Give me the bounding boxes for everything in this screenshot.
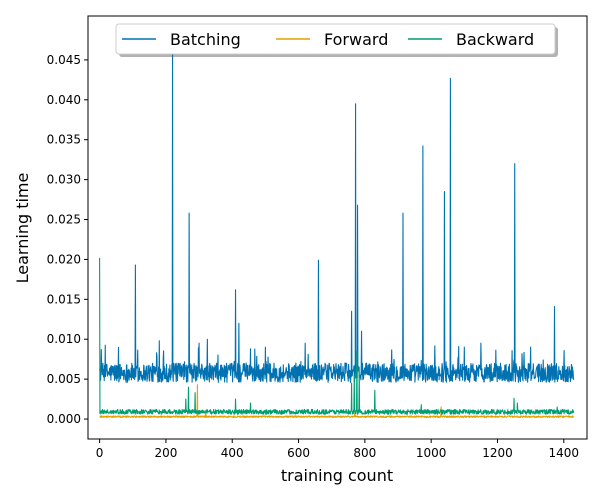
axes-layer <box>87 15 588 440</box>
y-axis-ticks: 0.000 0.005 0.010 0.015 0.020 0.025 0.030 0.035… <box>47 53 88 426</box>
y-tick-label: 0.025 <box>47 213 81 227</box>
legend-label-forward: Forward <box>324 30 388 49</box>
y-tick-label: 0.030 <box>47 173 81 187</box>
y-tick-label: 0.035 <box>47 133 81 147</box>
x-tick-label: 600 <box>287 446 310 460</box>
series-line-backward <box>99 257 575 415</box>
legend: Batching Forward Backward <box>115 23 558 57</box>
x-tick-label: 1400 <box>549 446 580 460</box>
x-tick-label: 0 <box>96 446 104 460</box>
x-axis-label: training count <box>281 466 393 485</box>
x-axis-ticks: 0 200 400 600 800 1000 1200 1400 <box>96 439 579 460</box>
y-tick-label: 0.015 <box>47 292 81 306</box>
legend-label-batching: Batching <box>170 30 241 49</box>
x-tick-label: 1200 <box>482 446 513 460</box>
y-tick-label: 0.005 <box>47 372 81 386</box>
legend-label-backward: Backward <box>456 30 534 49</box>
x-tick-label: 400 <box>221 446 244 460</box>
y-tick-label: 0.000 <box>47 412 81 426</box>
plot-frame <box>87 15 588 440</box>
x-tick-label: 800 <box>353 446 376 460</box>
series-line-batching <box>99 43 575 383</box>
y-axis-label: Learning time <box>13 173 32 284</box>
y-tick-label: 0.020 <box>47 252 81 266</box>
x-tick-label: 1000 <box>416 446 447 460</box>
legend-box <box>115 23 556 55</box>
legend-entries: Batching Forward Backward <box>122 30 534 49</box>
series-line-forward <box>99 384 575 419</box>
y-tick-label: 0.040 <box>47 93 81 107</box>
series-layer <box>99 43 575 419</box>
x-tick-label: 200 <box>154 446 177 460</box>
y-tick-label: 0.045 <box>47 53 81 67</box>
y-tick-label: 0.010 <box>47 332 81 346</box>
